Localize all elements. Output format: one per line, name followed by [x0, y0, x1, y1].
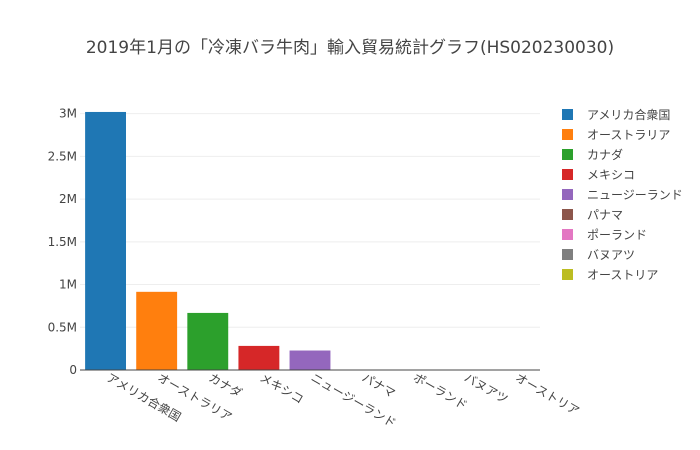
y-tick-label: 1.5M — [48, 235, 77, 249]
legend-swatch — [562, 229, 573, 240]
x-tick-label: カナダ — [206, 370, 245, 401]
legend-swatch — [562, 169, 573, 180]
legend-swatch — [562, 209, 573, 220]
chart-title: 2019年1月の「冷凍バラ牛肉」輸入貿易統計グラフ(HS020230030) — [85, 38, 615, 58]
legend-swatch — [562, 249, 573, 260]
x-tick-label: ポーランド — [411, 370, 470, 412]
legend-label: アメリカ合衆国 — [587, 107, 670, 122]
bar-2 — [136, 291, 178, 370]
x-tick-label: ニュージーランド — [309, 370, 399, 430]
y-tick-label: 2.5M — [48, 149, 77, 163]
x-tick-label: パナマ — [360, 370, 398, 400]
y-tick-label: 0 — [69, 363, 77, 377]
legend-label: オーストラリア — [587, 128, 670, 142]
legend-swatch — [562, 189, 573, 200]
legend-label: ニュージーランド — [587, 188, 683, 202]
bar-5 — [289, 350, 331, 370]
y-tick-label: 1M — [59, 278, 77, 292]
legend-swatch — [562, 269, 573, 280]
x-tick-label: オーストリア — [513, 370, 582, 418]
y-tick-label: 0.5M — [48, 320, 77, 334]
y-tick-label: 3M — [59, 107, 77, 121]
bar-1 — [85, 111, 126, 370]
legend-label: メキシコ — [587, 168, 635, 182]
legend-label: オーストリア — [587, 268, 658, 282]
legend-label: パナマ — [587, 208, 623, 222]
y-tick-label: 2M — [59, 192, 77, 206]
legend-label: ポーランド — [587, 228, 647, 242]
legend-swatch — [562, 149, 573, 160]
legend-swatch — [562, 129, 573, 140]
legend-label: カナダ — [587, 147, 623, 162]
bar-4 — [238, 345, 280, 370]
bar-3 — [187, 312, 229, 370]
x-tick-label: メキシコ — [257, 370, 306, 406]
legend-swatch — [562, 109, 573, 120]
legend-label: バヌアツ — [587, 248, 635, 262]
